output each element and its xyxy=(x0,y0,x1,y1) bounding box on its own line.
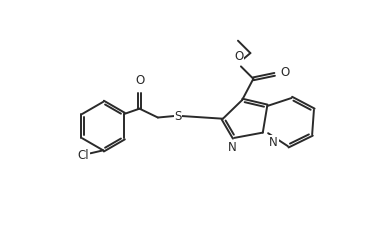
Text: N: N xyxy=(228,141,237,154)
Text: O: O xyxy=(135,74,144,87)
Text: S: S xyxy=(174,109,182,123)
Text: O: O xyxy=(234,50,243,63)
Text: Cl: Cl xyxy=(78,149,90,162)
Text: N: N xyxy=(269,136,278,149)
Text: O: O xyxy=(280,66,290,79)
